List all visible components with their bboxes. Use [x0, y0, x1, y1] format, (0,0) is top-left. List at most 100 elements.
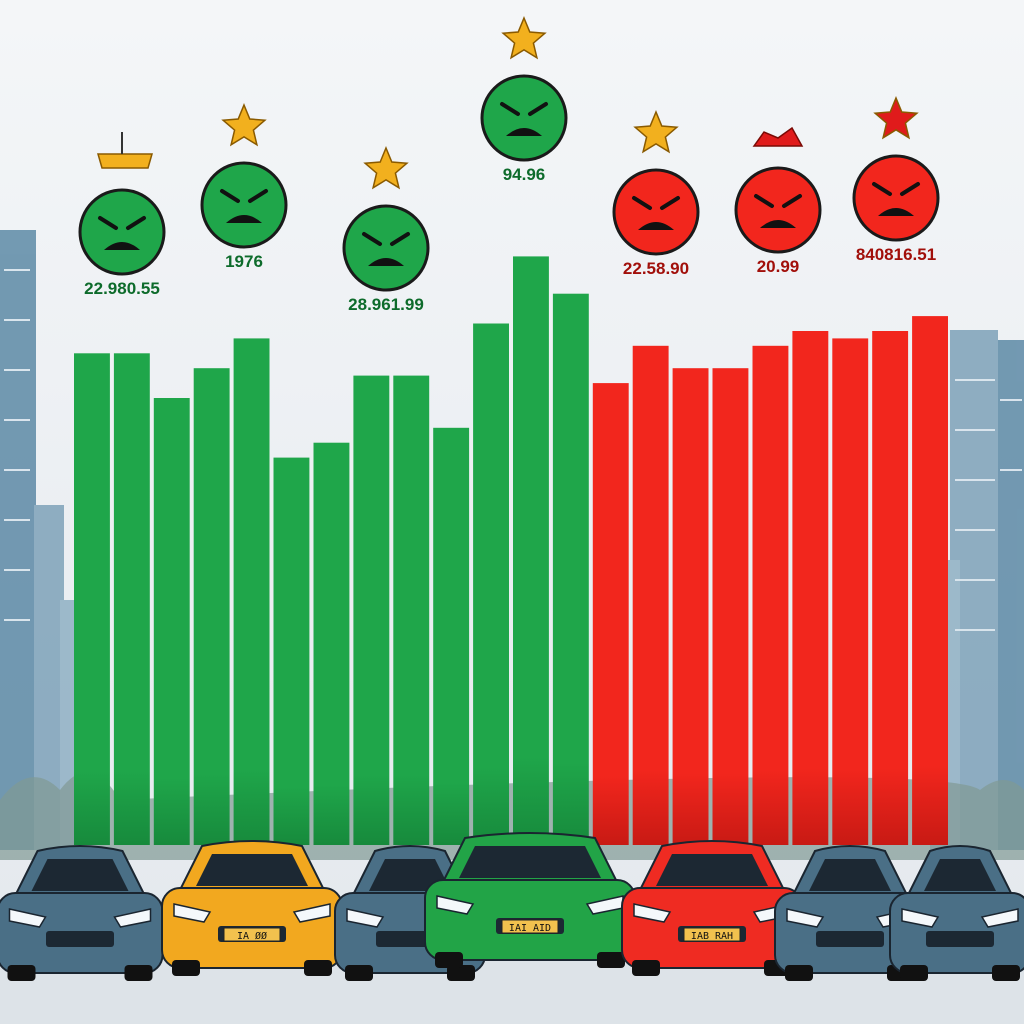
car-windshield	[924, 859, 996, 891]
wheel-left	[7, 965, 36, 981]
angry-face-icon	[852, 154, 940, 242]
bar-positive-10	[473, 323, 509, 845]
wheel-right	[304, 960, 332, 976]
headlight-left	[173, 903, 212, 923]
angry-face-icon	[734, 166, 822, 254]
bar-positive-9	[433, 427, 470, 845]
license-plate	[683, 927, 741, 942]
building-right-tall	[996, 340, 1024, 850]
license-plate-text: IAB RAH	[691, 931, 733, 942]
car-1: IA ØØ	[161, 840, 343, 976]
bar-positive-3	[193, 368, 230, 845]
wheel-right	[597, 952, 625, 968]
annotations-layer: 22.980.55 1976 28.961.99 94.96 22.58.90 20.99…	[78, 16, 940, 314]
wheel-left	[785, 965, 813, 981]
car-6	[889, 845, 1024, 981]
annotation-3: 94.96	[480, 16, 568, 184]
car-windshield	[809, 859, 891, 891]
wheel-left	[345, 965, 373, 981]
wheel-right	[992, 965, 1020, 981]
wheel-right	[447, 965, 475, 981]
bar-positive-5	[273, 457, 310, 845]
bar-negative-14	[632, 345, 669, 845]
cars-layer: IA ØØ IAI AID IAB RAH	[0, 832, 1024, 981]
value-label: 20.99	[757, 257, 800, 276]
value-label: 22.58.90	[623, 259, 689, 278]
headlight-left	[8, 908, 47, 928]
flag-icon	[752, 126, 804, 147]
bar-negative-21	[912, 316, 948, 846]
bar-positive-7	[353, 375, 390, 845]
value-label: 94.96	[503, 165, 546, 184]
bar-positive-1	[113, 353, 150, 845]
headlight-left	[786, 908, 825, 928]
value-label: 840816.51	[856, 245, 936, 264]
value-label: 1976	[225, 252, 263, 271]
license-plate	[501, 919, 559, 934]
headlight-right	[113, 908, 152, 928]
bar-positive-6	[313, 442, 350, 845]
star-icon	[501, 16, 547, 60]
annotation-0: 22.980.55	[78, 132, 166, 298]
bar-negative-20	[872, 331, 909, 845]
angry-face-icon	[612, 168, 700, 256]
marker-bar-icon	[97, 153, 153, 169]
wheel-left	[435, 952, 463, 968]
building-windows	[4, 269, 1022, 631]
license-plate-text: IAI AID	[509, 923, 551, 934]
angry-face-icon	[78, 188, 166, 276]
star-icon	[221, 103, 267, 147]
wheel-right	[124, 965, 153, 981]
car-windshield	[459, 846, 601, 878]
car-4: IAB RAH	[621, 840, 803, 976]
car-3: IAI AID	[424, 832, 636, 968]
license-plate	[223, 927, 281, 942]
wheel-left	[632, 960, 660, 976]
star-icon	[873, 96, 919, 140]
building-left-tall	[0, 230, 36, 850]
star-icon	[363, 146, 409, 190]
headlight-left	[633, 903, 672, 923]
bar-negative-18	[792, 331, 829, 845]
value-label: 28.961.99	[348, 295, 424, 314]
angry-face-icon	[342, 204, 430, 292]
bar-positive-8	[393, 375, 430, 845]
angry-face-icon	[480, 74, 568, 162]
bar-positive-4	[233, 338, 270, 845]
bar-positive-2	[153, 398, 190, 845]
annotation-4: 22.58.90	[612, 110, 700, 278]
bars-layer	[74, 256, 948, 846]
car-windshield	[31, 859, 129, 891]
car-grille	[816, 931, 884, 947]
bar-positive-12	[552, 293, 589, 845]
car-5	[774, 845, 926, 981]
license-plate-text: IA ØØ	[237, 930, 267, 942]
star-icon	[633, 110, 679, 154]
car-windshield	[196, 854, 308, 886]
annotation-1: 1976	[200, 103, 288, 271]
bar-negative-19	[832, 338, 869, 845]
car-windshield	[369, 859, 451, 891]
bar-negative-15	[672, 368, 709, 845]
headlight-left	[346, 908, 385, 928]
wheel-left	[172, 960, 200, 976]
car-grille	[926, 931, 994, 947]
headlight-left	[436, 895, 475, 915]
bar-positive-0	[74, 353, 110, 845]
annotation-5: 20.99	[734, 126, 822, 276]
value-label: 22.980.55	[84, 279, 160, 298]
bar-negative-16	[712, 368, 749, 845]
bar-positive-11	[513, 256, 549, 845]
headlight-right	[980, 908, 1019, 928]
annotation-6: 840816.51	[852, 96, 940, 264]
bar-negative-13	[592, 383, 629, 845]
headlight-left	[901, 908, 940, 928]
annotation-2: 28.961.99	[342, 146, 430, 314]
headlight-right	[292, 903, 331, 923]
angry-face-icon	[200, 161, 288, 249]
wheel-left	[900, 965, 928, 981]
bar-negative-17	[752, 345, 789, 845]
car-windshield	[656, 854, 768, 886]
car-grille	[46, 931, 114, 947]
